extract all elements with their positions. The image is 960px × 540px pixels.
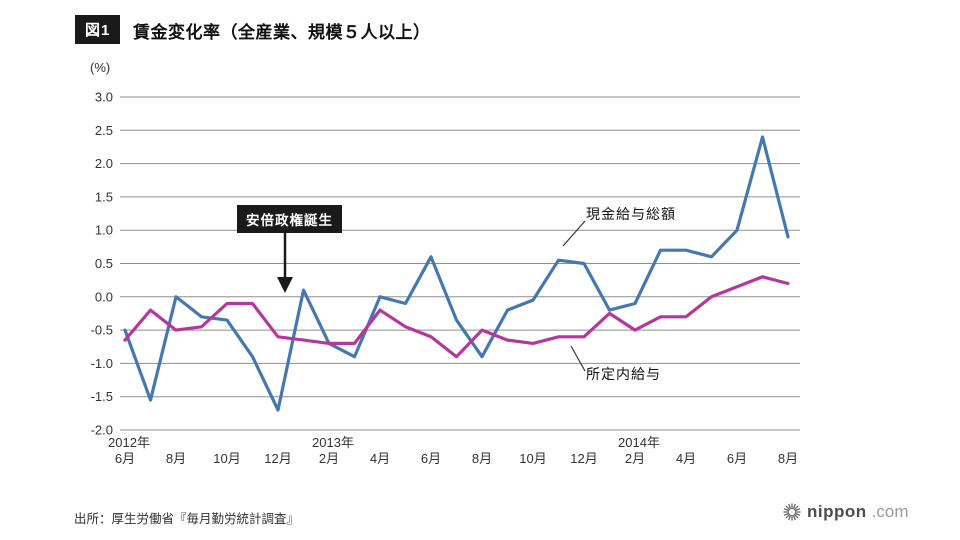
svg-text:4月: 4月 xyxy=(370,451,390,466)
svg-text:0.0: 0.0 xyxy=(95,289,113,304)
annotation-abe-label: 安倍政権誕生 xyxy=(237,205,342,233)
svg-text:1.0: 1.0 xyxy=(95,223,113,238)
svg-text:2014年: 2014年 xyxy=(618,435,660,450)
figure-badge: 図1 xyxy=(75,15,121,44)
svg-text:2012年: 2012年 xyxy=(108,435,150,450)
page-title: 賃金変化率（全産業、規模５人以上） xyxy=(133,23,431,42)
svg-text:-0.5: -0.5 xyxy=(91,323,113,338)
series-label-cash-earnings: 現金給与総額 xyxy=(586,206,676,222)
svg-text:2.5: 2.5 xyxy=(95,123,113,138)
svg-text:-1.5: -1.5 xyxy=(91,389,113,404)
svg-text:3.0: 3.0 xyxy=(95,90,113,105)
svg-text:1.5: 1.5 xyxy=(95,189,113,204)
svg-text:12月: 12月 xyxy=(570,451,597,466)
source-note: 出所：厚生労働省『毎月勤労統計調査』 xyxy=(74,512,300,526)
svg-text:10月: 10月 xyxy=(519,451,546,466)
svg-text:8月: 8月 xyxy=(472,451,492,466)
svg-text:10月: 10月 xyxy=(213,451,240,466)
svg-text:2月: 2月 xyxy=(319,451,339,466)
svg-text:8月: 8月 xyxy=(778,451,798,466)
svg-text:0.5: 0.5 xyxy=(95,256,113,271)
nippon-logo: nippon .com xyxy=(782,502,909,522)
series-label-contractual-pay: 所定内給与 xyxy=(586,366,661,382)
svg-text:6月: 6月 xyxy=(421,451,441,466)
svg-text:2.0: 2.0 xyxy=(95,156,113,171)
y-axis-unit-label: (%) xyxy=(90,60,111,75)
svg-text:2013年: 2013年 xyxy=(312,435,354,450)
nippon-logo-icon xyxy=(783,503,801,521)
svg-text:12月: 12月 xyxy=(264,451,291,466)
nippon-logo-suffix: .com xyxy=(871,502,909,521)
svg-text:2月: 2月 xyxy=(625,451,645,466)
svg-text:6月: 6月 xyxy=(115,451,135,466)
svg-text:-1.0: -1.0 xyxy=(91,356,113,371)
svg-text:8月: 8月 xyxy=(166,451,186,466)
svg-text:4月: 4月 xyxy=(676,451,696,466)
nippon-logo-text: nippon xyxy=(807,502,867,521)
svg-text:-2.0: -2.0 xyxy=(91,423,113,438)
svg-text:6月: 6月 xyxy=(727,451,747,466)
